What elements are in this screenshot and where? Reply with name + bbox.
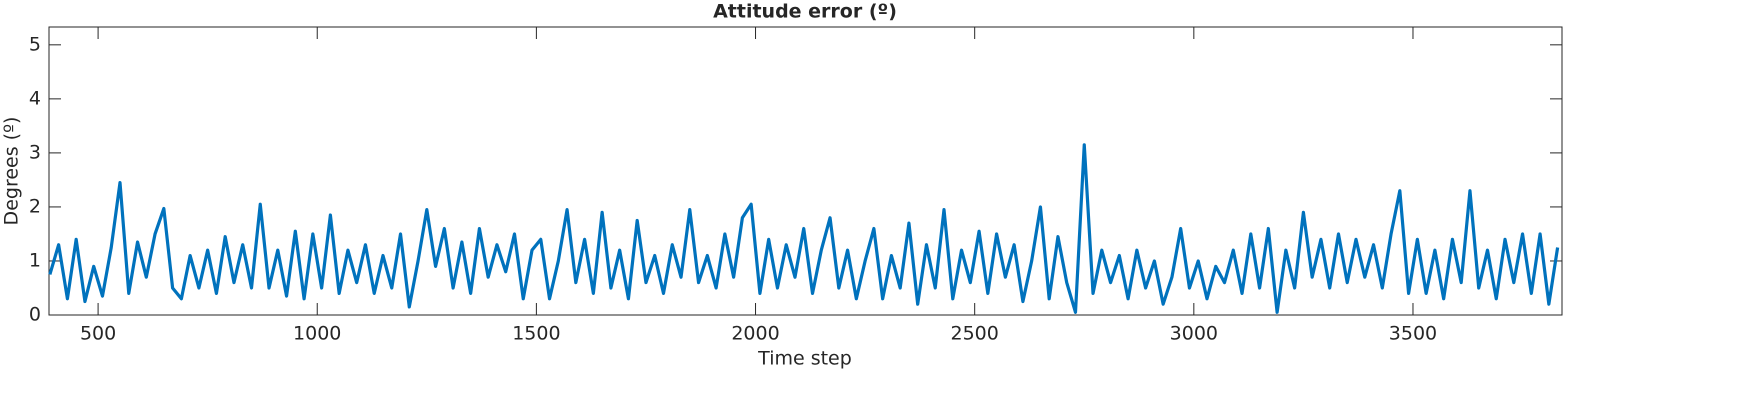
y-axis-label: Degrees (º) [1, 117, 23, 226]
y-tick-label: 3 [29, 141, 41, 163]
data-line [48, 143, 1560, 314]
x-tick-label: 3000 [1170, 323, 1218, 345]
x-tick-label: 1500 [512, 323, 560, 345]
x-axis-label: Time step [757, 348, 852, 370]
x-tick-label: 500 [80, 323, 116, 345]
y-tick-label: 0 [29, 304, 41, 326]
axes-box [48, 26, 1563, 316]
y-tick-label: 4 [29, 87, 41, 109]
y-tick-label: 5 [29, 33, 41, 55]
x-tick-label: 2500 [951, 323, 999, 345]
y-tick-label: 2 [29, 195, 41, 217]
x-tick-label: 3500 [1389, 323, 1437, 345]
x-tick-label: 1000 [293, 323, 341, 345]
x-tick-label: 2000 [731, 323, 779, 345]
y-tick-label: 1 [29, 249, 41, 271]
chart-title: Attitude error (º) [713, 1, 897, 23]
